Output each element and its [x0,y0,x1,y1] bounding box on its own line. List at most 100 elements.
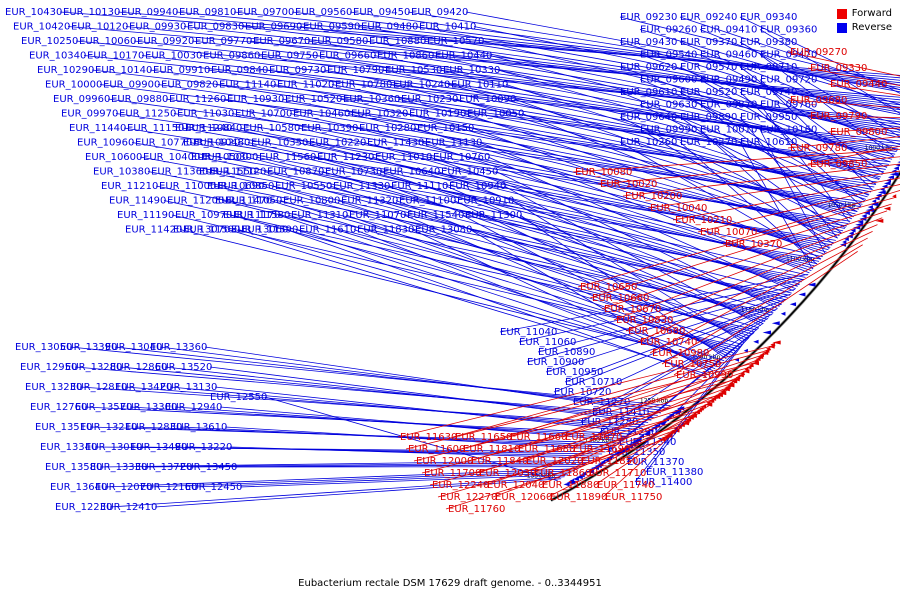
gene-label: EUR_12070 [95,482,152,493]
gene-label: EUR_10090 [459,94,516,105]
reverse-gene-mark [897,161,900,163]
gene-connector-line [827,127,900,133]
gene-label: EUR_10280 [359,123,416,134]
gene-label: EUR_11380 [646,467,703,478]
gene-label: EUR_13360 [150,342,207,353]
gene-label: EUR_09270 [790,47,847,58]
gene-label: EUR_09260 [640,25,697,36]
gene-connector-line [455,98,854,217]
gene-connector-line [807,145,900,165]
gene-connector-line [759,129,826,255]
gene-label: EUR_10690 [207,181,264,192]
gene-label: EUR_10550 [275,181,332,192]
gene-connector-line [622,163,900,197]
gene-label: EUR_12550 [210,392,267,403]
gene-label: EUR_10950 [546,367,603,378]
gene-connector-line [179,229,723,364]
gene-connector-line [645,341,745,473]
gene-connector-line [739,91,862,207]
gene-label: EUR_09960 [53,94,110,105]
gene-label: EUR_12040 [487,480,544,491]
gene-label: EUR_11840 [471,456,528,467]
gene-connector-line [739,141,813,270]
genome-caption: Eubacterium rectale DSM 17629 draft geno… [298,578,602,589]
gene-label: EUR_10860 [377,51,434,62]
reverse-gene-mark [839,242,847,247]
gene-label: EUR_10980 [652,348,709,359]
gene-label: EUR_09890 [680,112,737,123]
gene-connector-line [699,129,830,249]
gene-label: EUR_11070 [349,210,406,221]
gene-label: EUR_13520 [155,362,212,373]
gene-connector-line [403,214,731,356]
gene-label: EUR_11340 [619,437,676,448]
gene-label: EUR_10200 [625,191,682,202]
gene-connector-line [468,381,737,462]
gene-connector-line [219,406,623,442]
gene-label: EUR_09790 [810,111,867,122]
reverse-gene-mark [591,465,599,470]
gene-label: EUR_10460 [293,109,350,120]
legend-reverse-label: Reverse [851,22,892,33]
gene-label: EUR_10320 [351,109,408,120]
gene-connector-line [313,156,800,285]
gene-label: EUR_10740 [640,337,697,348]
gene-connector-line [661,244,863,365]
gene-connector-line [619,16,900,86]
gene-label: EUR_11120 [209,167,266,178]
gene-connector-line [363,142,814,269]
gene-connector-line [79,386,645,426]
gene-connector-line [739,41,900,138]
gene-connector-line [564,298,787,383]
gene-connector-line [489,55,893,160]
gene-label: EUR_11240 [175,123,232,134]
gene-connector-line [397,344,776,438]
genome-arc-group [550,170,900,502]
reverse-gene-mark [798,292,806,297]
reverse-gene-mark [771,321,780,326]
gene-label: EUR_11210 [101,181,158,192]
gene-label: EUR_12000 [416,456,473,467]
gene-label: EUR_12030 [479,468,536,479]
gene-connector-line [345,214,734,354]
gene-label: EUR_13510 [35,422,92,433]
gene-connector-line [239,474,569,488]
reverse-swatch [836,22,847,33]
gene-connector-line [526,288,796,363]
gene-label: EUR_10210 [675,215,732,226]
gene-label: EUR_13220 [175,442,232,453]
gene-label: EUR_13040 [105,342,162,353]
forward-gene-mark [755,357,761,362]
gene-label: EUR_11010 [375,152,432,163]
forward-swatch [836,8,847,19]
gene-connector-line [124,386,642,428]
gene-label: EUR_13340 [40,442,97,453]
gene-connector-line [69,346,671,407]
gene-label: EUR_09820 [161,80,218,91]
gene-label: EUR_11200 [167,196,224,207]
reverse-gene-mark [762,330,772,335]
gene-connector-line [649,237,868,354]
gene-label: EUR_11850 [581,456,638,467]
gene-label: EUR_09690 [245,22,302,33]
gene-label: EUR_10610 [740,137,797,148]
gene-connector-line [99,459,592,468]
gene-connector-line [471,127,825,255]
gene-label: EUR_10780 [335,80,392,91]
scale-tick-label: 1150 kbp [741,307,769,314]
reverse-gene-mark [612,452,620,457]
gene-label: EUR_11410 [592,407,649,418]
gene-label: EUR_10970 [175,210,232,221]
gene-label: EUR_09710 [740,62,797,73]
gene-label: EUR_10170 [87,51,144,62]
gene-connector-line [144,462,589,468]
gene-label: EUR_10110 [451,80,508,91]
gene-label: EUR_11550 [199,167,256,178]
gene-label: EUR_10370 [725,239,782,250]
gene-label: EUR_10010 [700,125,757,136]
gene-connector-line [263,171,786,301]
gene-connector-line [679,41,900,131]
gene-label: EUR_10890 [538,347,595,358]
gene-label: EUR_11560 [259,152,316,163]
gene-connector-line [264,396,558,482]
